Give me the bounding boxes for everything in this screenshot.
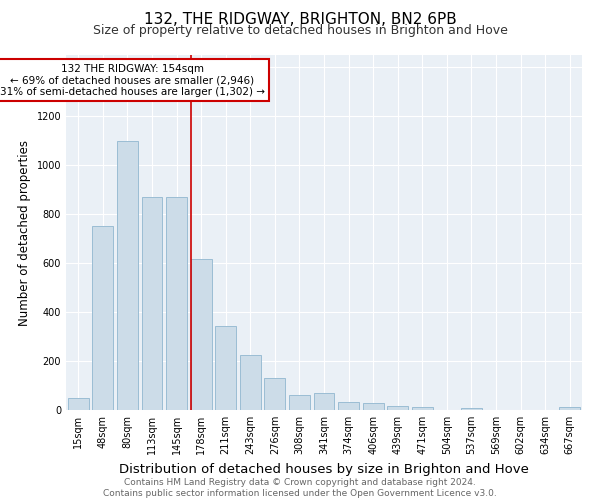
Bar bbox=[191, 260, 212, 410]
Bar bbox=[92, 226, 113, 410]
Bar bbox=[387, 406, 408, 410]
Bar bbox=[461, 408, 482, 410]
Bar bbox=[559, 407, 580, 410]
Bar bbox=[314, 393, 334, 410]
Text: 132, THE RIDGWAY, BRIGHTON, BN2 6PB: 132, THE RIDGWAY, BRIGHTON, BN2 6PB bbox=[143, 12, 457, 28]
Bar bbox=[68, 398, 89, 410]
Bar bbox=[142, 197, 163, 410]
Bar bbox=[265, 378, 286, 410]
Bar bbox=[215, 326, 236, 410]
Text: Size of property relative to detached houses in Brighton and Hove: Size of property relative to detached ho… bbox=[92, 24, 508, 37]
Bar bbox=[338, 402, 359, 410]
Bar bbox=[117, 140, 138, 410]
Text: 132 THE RIDGWAY: 154sqm
← 69% of detached houses are smaller (2,946)
31% of semi: 132 THE RIDGWAY: 154sqm ← 69% of detache… bbox=[0, 64, 265, 97]
Bar bbox=[412, 407, 433, 410]
X-axis label: Distribution of detached houses by size in Brighton and Hove: Distribution of detached houses by size … bbox=[119, 462, 529, 475]
Bar bbox=[289, 396, 310, 410]
Bar bbox=[166, 197, 187, 410]
Bar bbox=[362, 404, 383, 410]
Y-axis label: Number of detached properties: Number of detached properties bbox=[18, 140, 31, 326]
Bar bbox=[240, 355, 261, 410]
Text: Contains HM Land Registry data © Crown copyright and database right 2024.
Contai: Contains HM Land Registry data © Crown c… bbox=[103, 478, 497, 498]
